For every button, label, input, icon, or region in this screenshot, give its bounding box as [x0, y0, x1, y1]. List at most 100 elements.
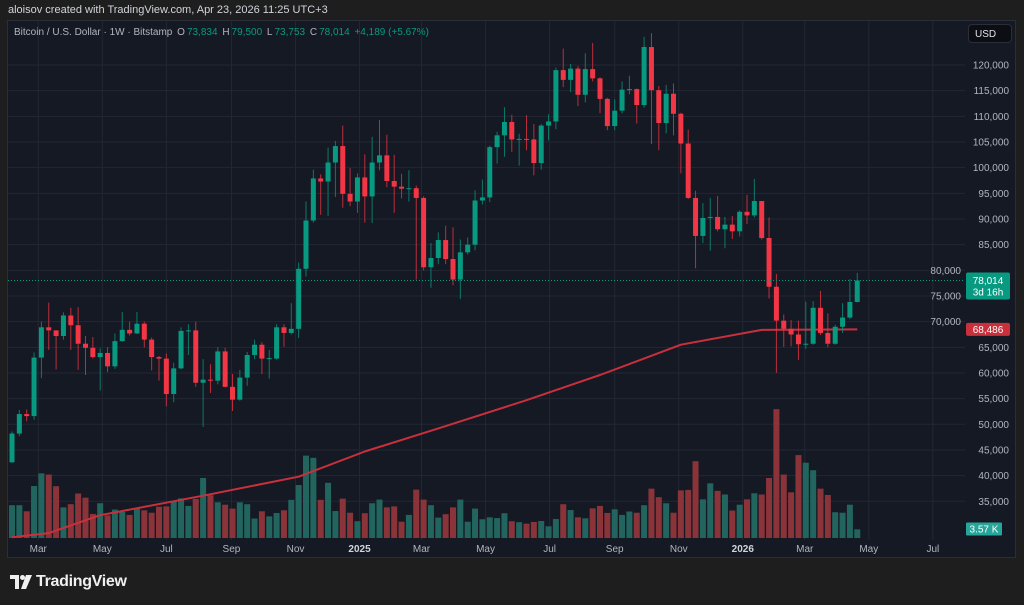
candle-body	[773, 286, 779, 321]
volume-bar	[53, 486, 60, 538]
volume-bar	[729, 510, 736, 538]
volume-bar	[472, 508, 479, 538]
volume-bar	[633, 512, 640, 538]
volume-bar	[427, 505, 434, 538]
volume-bar	[67, 504, 74, 538]
candle-body	[494, 135, 500, 148]
candle-body	[663, 93, 669, 124]
x-tick-label: May	[859, 544, 878, 555]
candle-body	[479, 197, 485, 201]
candle-body	[178, 330, 184, 369]
candle-body	[75, 325, 81, 344]
volume-bar	[104, 515, 111, 538]
volume-bar	[266, 516, 273, 538]
volume-bar	[597, 505, 603, 538]
candle-body	[112, 341, 118, 367]
volume-bar	[251, 518, 258, 538]
y-tick-label: 75,000	[930, 291, 961, 302]
candle-body	[641, 47, 647, 106]
x-tick-label: 2025	[348, 544, 371, 555]
y-tick-label: 35,000	[978, 497, 1009, 508]
candle-body	[377, 155, 382, 163]
volume-bar	[369, 503, 376, 538]
candle-body	[795, 334, 801, 345]
volume-bar	[486, 517, 493, 538]
y-tick-label: 100,000	[973, 163, 1010, 174]
volume-bar	[545, 526, 552, 538]
y-tick-label: 50,000	[978, 420, 1009, 431]
candle-body	[847, 301, 853, 318]
x-tick-label: Sep	[223, 544, 241, 555]
moving-average	[11, 328, 858, 539]
volume-bar	[325, 482, 332, 538]
candle-body	[781, 320, 787, 329]
currency-button[interactable]: USD	[968, 24, 1012, 43]
volume-bar	[413, 489, 420, 538]
x-tick-label: Mar	[796, 544, 814, 555]
x-tick-label: Jul	[926, 544, 939, 555]
volume-bar	[89, 513, 96, 538]
candle-body	[832, 326, 838, 344]
candle-body	[656, 90, 662, 124]
candle-body	[546, 121, 552, 126]
volume-bar	[295, 485, 302, 538]
volume-bar	[398, 521, 405, 538]
volume-bar	[685, 489, 692, 538]
candle-body	[634, 89, 640, 106]
volume-bar	[824, 494, 831, 538]
x-tick-label: Nov	[287, 544, 305, 555]
candle-body	[53, 330, 59, 337]
chart-panel[interactable]	[7, 20, 1016, 558]
candle-body	[193, 330, 199, 383]
moving-average-line	[11, 328, 858, 539]
candle-body	[825, 332, 831, 344]
volume-bar	[707, 483, 714, 538]
candle-body	[127, 329, 133, 334]
candle-body	[207, 379, 213, 381]
x-tick-label: Sep	[606, 544, 624, 555]
x-tick-label: May	[476, 544, 495, 555]
candle-body	[325, 162, 331, 182]
candle-body	[715, 216, 721, 230]
candle-body	[612, 110, 618, 127]
candle-body	[751, 201, 757, 216]
time-axis: Mar May Jul Sep Nov 2025 Mar May Jul Sep Nov 2026 Ma…	[30, 544, 940, 555]
candle-body	[810, 307, 816, 344]
volume-bar	[442, 514, 449, 538]
candle-body	[281, 327, 287, 333]
volume-bar	[523, 523, 530, 538]
candle-body	[303, 220, 309, 269]
volume-bar	[354, 521, 361, 538]
volume-bar	[736, 504, 743, 538]
y-tick-label: 55,000	[978, 394, 1009, 405]
volume-bar	[163, 506, 170, 538]
candle-body	[516, 138, 522, 140]
volume-bar	[244, 504, 251, 538]
change-value: +4,189 (+5.67%)	[354, 27, 429, 38]
low-value: 73,753	[274, 27, 306, 38]
candle-body	[83, 343, 88, 348]
volume-bar	[60, 507, 67, 538]
candle-body	[421, 197, 427, 268]
candle-body	[590, 69, 596, 79]
volume-bar	[611, 509, 618, 538]
candle-body	[362, 177, 368, 197]
volume-bar	[16, 505, 23, 538]
candle-body	[759, 201, 765, 238]
volume-bar	[207, 495, 214, 538]
x-tick-label: Mar	[413, 544, 431, 555]
candle-body	[163, 358, 169, 395]
candle-body	[568, 68, 574, 80]
volume-bar	[677, 490, 684, 538]
volume-bar	[655, 497, 662, 538]
candle-body	[296, 268, 302, 329]
candle-body	[531, 139, 537, 164]
volume-bars	[9, 409, 861, 538]
volume-bar	[9, 505, 15, 538]
candle-body	[332, 146, 338, 163]
volume-bar	[383, 507, 390, 538]
volume-bar	[310, 457, 317, 538]
candle-body	[648, 47, 654, 91]
